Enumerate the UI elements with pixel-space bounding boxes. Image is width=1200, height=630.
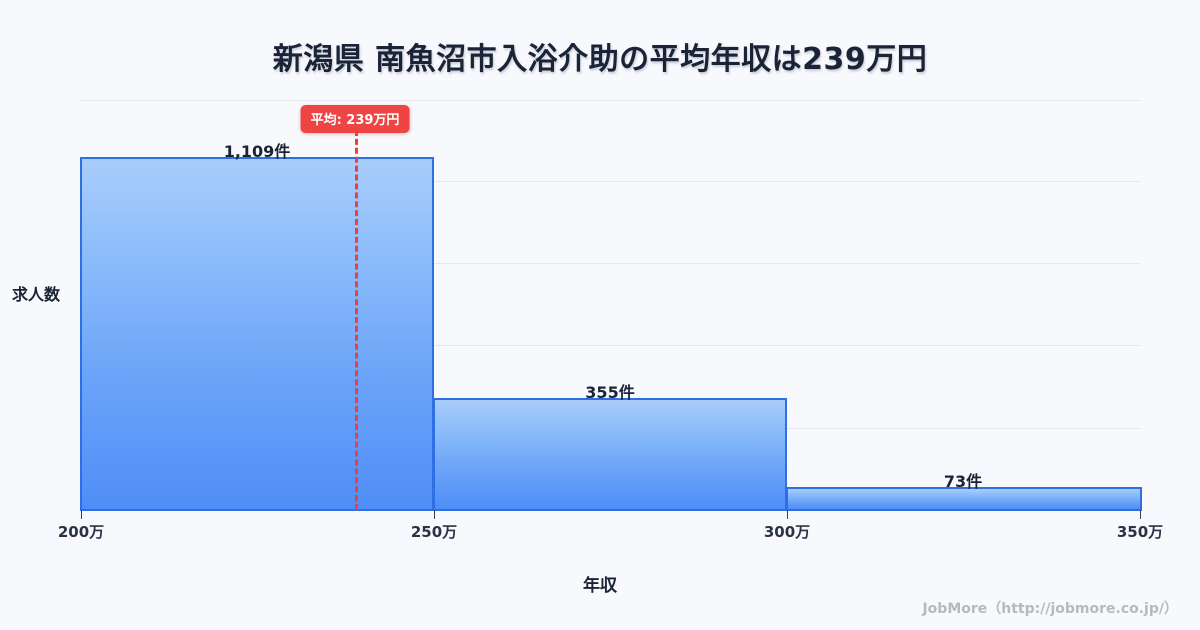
y-axis-title: 求人数 bbox=[12, 285, 61, 304]
x-tick-mark bbox=[434, 510, 435, 519]
gridline bbox=[80, 263, 1141, 264]
bar-300-350[interactable] bbox=[786, 487, 1142, 511]
x-tick-label-200: 200万 bbox=[57, 523, 105, 541]
x-axis-title: 年収 bbox=[583, 576, 617, 596]
x-tick-label-300: 300万 bbox=[763, 523, 811, 541]
x-tick-mark bbox=[1140, 510, 1141, 519]
footer-credit: JobMore（http://jobmore.co.jp/） bbox=[922, 601, 1178, 617]
gridline bbox=[80, 181, 1141, 182]
bar-value-label-3: 73件 bbox=[943, 472, 983, 491]
bar-value-label-2: 355件 bbox=[585, 383, 635, 402]
x-tick-label-250: 250万 bbox=[410, 523, 458, 541]
gridline bbox=[80, 100, 1141, 101]
bar-200-250[interactable] bbox=[80, 157, 434, 511]
chart-title: 新潟県 南魚沼市入浴介助の平均年収は239万円 bbox=[272, 42, 928, 77]
x-tick-mark bbox=[787, 510, 788, 519]
x-tick-mark bbox=[81, 510, 82, 519]
bar-250-300[interactable] bbox=[433, 398, 787, 511]
average-dashed-line bbox=[355, 130, 358, 510]
bar-value-label-1: 1,109件 bbox=[223, 142, 291, 161]
average-badge: 平均: 239万円 bbox=[300, 105, 410, 133]
x-tick-label-350: 350万 bbox=[1116, 523, 1164, 541]
gridline bbox=[80, 345, 1141, 346]
